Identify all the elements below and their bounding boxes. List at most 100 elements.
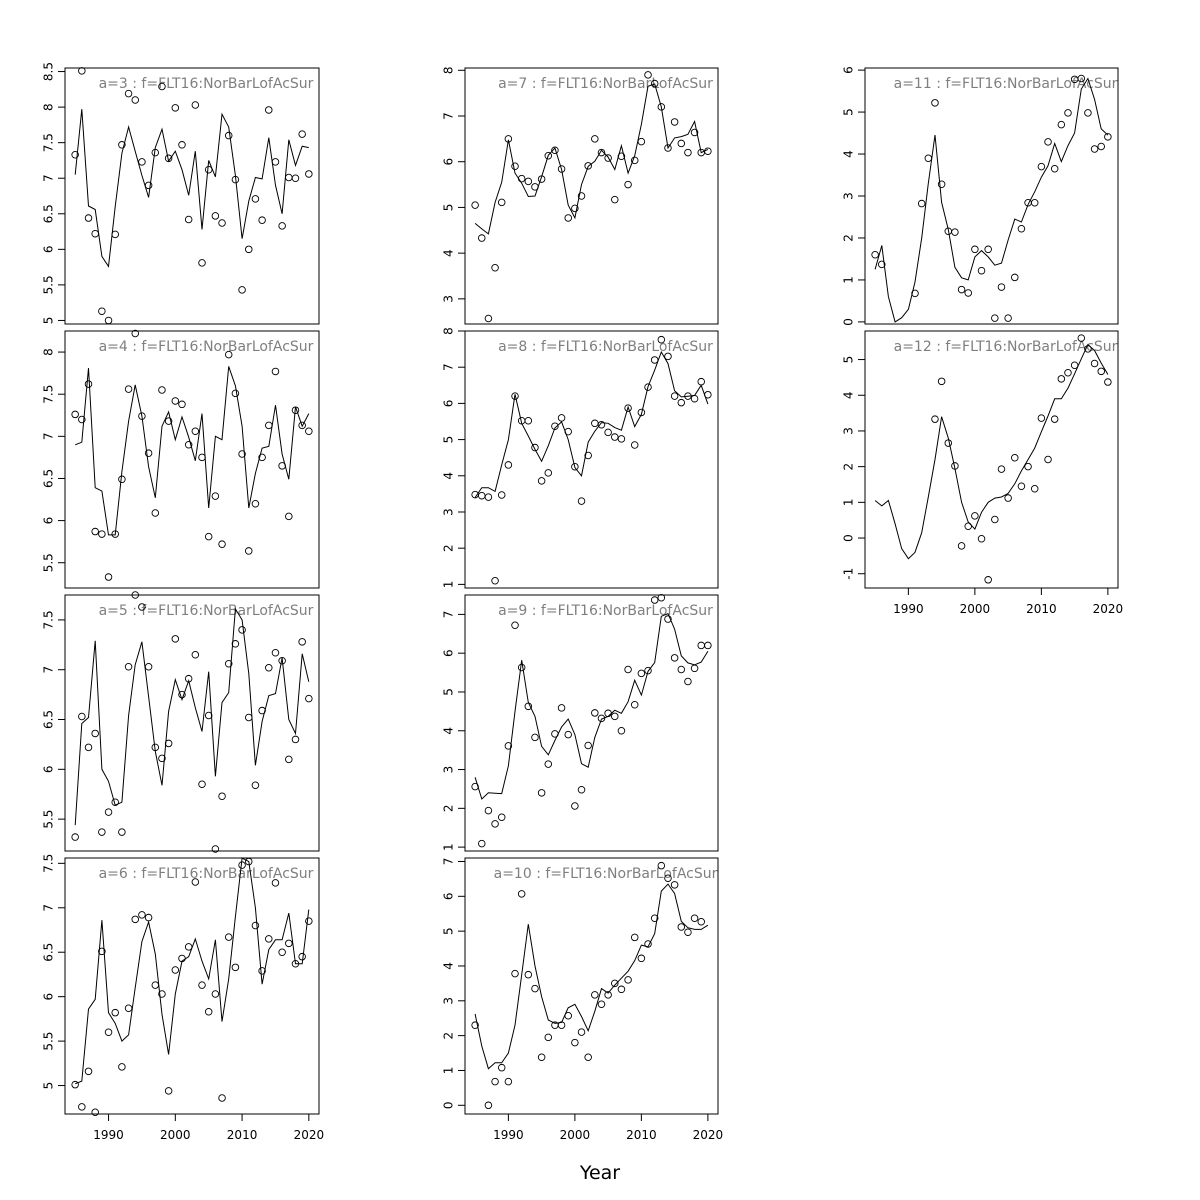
data-point (924, 154, 933, 162)
data-point (644, 940, 652, 948)
data-point (144, 449, 153, 457)
data-point (657, 335, 666, 344)
data-point (265, 106, 273, 114)
y-tick-label: 7 (42, 904, 56, 912)
panel-1: a=3 : f=FLT16:NorBarLofAcSur 5 5.5 6 6.5 7 7.5… (42, 62, 320, 325)
data-point (690, 914, 699, 923)
data-point (471, 201, 479, 209)
data-point (118, 475, 126, 484)
data-point (497, 1063, 506, 1072)
x-tick-label: 1990 (893, 602, 924, 616)
panel-8: a=10 : f=FLT16:NorBarLofAcSur 0 1 2 3 4 5 6 7 199… (442, 857, 723, 1142)
data-point (611, 712, 619, 721)
data-point (124, 89, 133, 98)
data-point (650, 356, 659, 364)
data-point (278, 656, 286, 665)
data-point (544, 152, 553, 160)
fitted-line (874, 77, 1109, 323)
data-point (611, 195, 619, 204)
data-point (151, 509, 160, 517)
panel-frame (464, 330, 719, 589)
data-point (571, 204, 579, 213)
data-point (677, 398, 686, 407)
data-point (164, 417, 173, 425)
y-tick-label: 6.5 (42, 204, 56, 223)
data-point (104, 1028, 113, 1036)
y-tick-label: 2 (442, 1032, 456, 1040)
data-point (224, 350, 233, 359)
y-tick-label: 4 (842, 391, 856, 399)
y-tick-label: 8 (442, 66, 456, 74)
data-point (84, 214, 93, 222)
y-tick-label: 7.5 (42, 385, 56, 404)
x-tick-label: 2020 (294, 1128, 325, 1142)
y-tick-label: 5.5 (42, 810, 56, 829)
data-point (118, 828, 126, 836)
data-point (517, 663, 526, 672)
data-point (198, 259, 206, 267)
panel-title: a=6 : f=FLT16:NorBarLofAcSur (99, 866, 314, 882)
data-point (138, 158, 146, 166)
data-point (98, 530, 106, 538)
data-point (664, 352, 672, 361)
data-point (664, 874, 672, 882)
data-point (91, 527, 99, 536)
data-point (584, 741, 592, 750)
data-point (517, 174, 526, 183)
data-point (191, 878, 200, 886)
y-tick-label: 0 (842, 318, 856, 326)
data-point (537, 789, 546, 797)
data-point (305, 917, 313, 925)
y-tick-label: 7 (442, 611, 456, 619)
data-point (1064, 109, 1072, 117)
data-point (591, 709, 599, 717)
data-point (931, 415, 939, 423)
y-tick-label: 7.5 (42, 133, 56, 152)
y-tick-label: 8 (42, 103, 56, 111)
y-tick-label: 0 (842, 534, 856, 542)
data-point (1104, 133, 1112, 141)
data-point (124, 1004, 133, 1012)
data-point (511, 969, 519, 978)
fitted-line (474, 83, 709, 235)
data-point (1077, 74, 1086, 83)
data-point (184, 215, 193, 224)
y-tick-label: 3 (842, 427, 856, 435)
data-point (591, 991, 599, 999)
data-point (245, 547, 253, 555)
data-point (471, 1021, 479, 1029)
data-point (1024, 462, 1032, 471)
data-point (971, 512, 979, 520)
data-point (664, 144, 672, 152)
y-tick-label: -1 (842, 568, 856, 580)
data-point (111, 1008, 119, 1017)
panel-title: a=8 : f=FLT16:NorBarLofAcSur (498, 339, 713, 355)
data-point (491, 820, 499, 828)
data-point (211, 845, 220, 853)
data-point (991, 515, 999, 524)
data-point (704, 641, 712, 650)
x-tick-label: 2010 (626, 1128, 657, 1142)
data-point (124, 662, 133, 671)
fitted-line (74, 607, 310, 826)
data-point (231, 389, 240, 398)
data-point (617, 435, 626, 443)
y-tick-label: 0 (442, 1101, 456, 1109)
data-point (584, 162, 592, 170)
data-point (630, 933, 639, 942)
x-axis-label: Year (579, 1162, 620, 1184)
data-point (704, 147, 712, 155)
y-tick-label: 2 (442, 544, 456, 552)
data-point (670, 881, 679, 889)
y-tick-label: 3 (442, 295, 456, 303)
data-point (604, 991, 612, 999)
data-point (524, 417, 533, 425)
data-point (144, 662, 153, 671)
data-point (524, 177, 533, 186)
data-point (158, 754, 166, 763)
data-point (571, 1038, 579, 1047)
data-point (265, 421, 273, 430)
data-point (211, 212, 220, 220)
data-point (1017, 224, 1026, 233)
data-point (597, 714, 606, 723)
